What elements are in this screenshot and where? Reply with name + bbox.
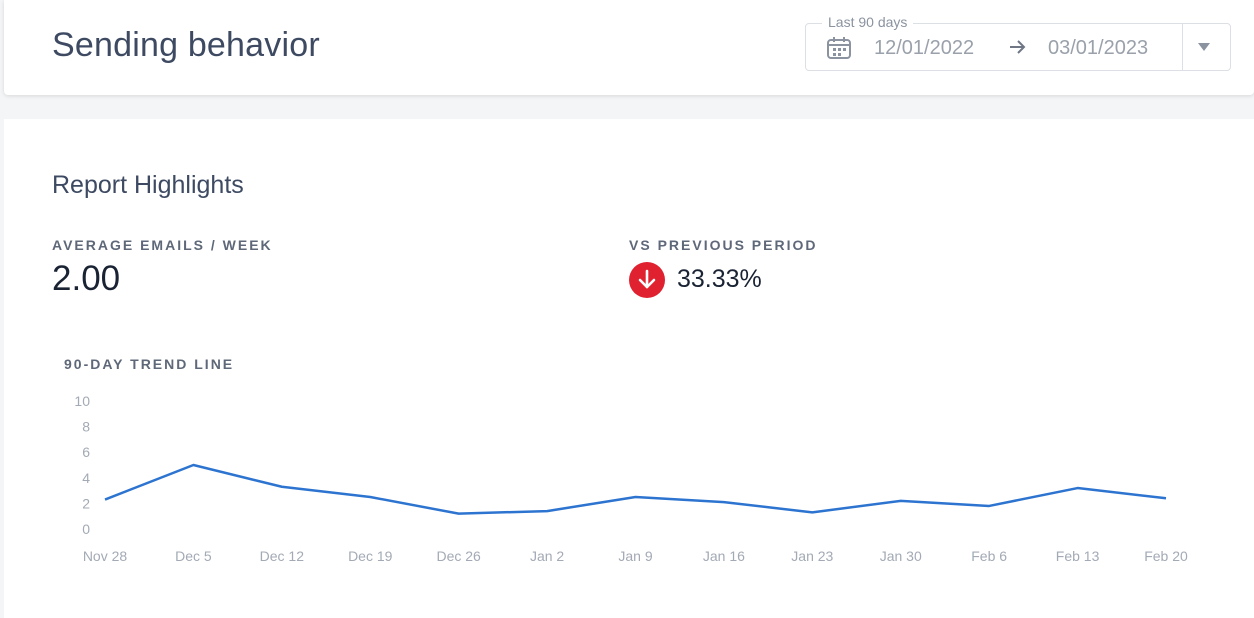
header-card: Sending behavior Last 90 days 12/01/2022… — [4, 0, 1254, 95]
y-tick-label: 6 — [82, 444, 90, 460]
x-tick-label: Jan 30 — [880, 548, 922, 564]
avg-emails-label: AVERAGE EMAILS / WEEK — [52, 237, 273, 253]
date-range-picker[interactable]: Last 90 days 12/01/2022 03/01/2023 — [805, 14, 1231, 71]
x-tick-label: Dec 19 — [348, 548, 393, 564]
y-tick-label: 10 — [74, 393, 90, 409]
vs-previous-value: 33.33% — [677, 265, 762, 293]
vs-previous-label: VS PREVIOUS PERIOD — [629, 237, 818, 253]
dropdown-divider — [1182, 24, 1183, 70]
x-tick-label: Jan 16 — [703, 548, 745, 564]
arrow-right-icon — [1010, 40, 1026, 54]
y-tick-label: 2 — [82, 495, 90, 511]
x-tick-label: Nov 28 — [83, 548, 128, 564]
page-title: Sending behavior — [52, 26, 320, 64]
calendar-icon — [827, 37, 851, 59]
trend-series-line — [104, 463, 1167, 515]
x-tick-label: Feb 20 — [1144, 548, 1188, 564]
date-range-legend: Last 90 days — [822, 14, 914, 30]
end-date[interactable]: 03/01/2023 — [1048, 37, 1149, 59]
x-tick-label: Dec 26 — [436, 548, 481, 564]
arrow-down-icon — [629, 262, 665, 298]
y-tick-label: 0 — [82, 521, 90, 537]
report-title: Report Highlights — [52, 171, 244, 199]
chevron-down-icon[interactable] — [1198, 43, 1210, 51]
x-tick-label: Jan 9 — [618, 548, 652, 564]
report-card: Report Highlights AVERAGE EMAILS / WEEK … — [4, 119, 1254, 618]
x-tick-label: Dec 12 — [260, 548, 305, 564]
x-tick-label: Jan 23 — [791, 548, 833, 564]
y-tick-label: 4 — [82, 470, 90, 486]
trend-label: 90-DAY TREND LINE — [64, 356, 235, 372]
x-tick-label: Feb 13 — [1056, 548, 1100, 564]
x-tick-label: Dec 5 — [175, 548, 212, 564]
x-tick-label: Feb 6 — [971, 548, 1007, 564]
avg-emails-value: 2.00 — [52, 259, 121, 298]
trend-chart: 0 2 4 6 8 10 Nov 28 Dec 5 Dec 12 Dec 19 Dec 26 Jan … — [74, 393, 1188, 564]
y-tick-label: 8 — [82, 419, 90, 435]
x-tick-label: Jan 2 — [530, 548, 564, 564]
start-date[interactable]: 12/01/2022 — [874, 37, 975, 59]
